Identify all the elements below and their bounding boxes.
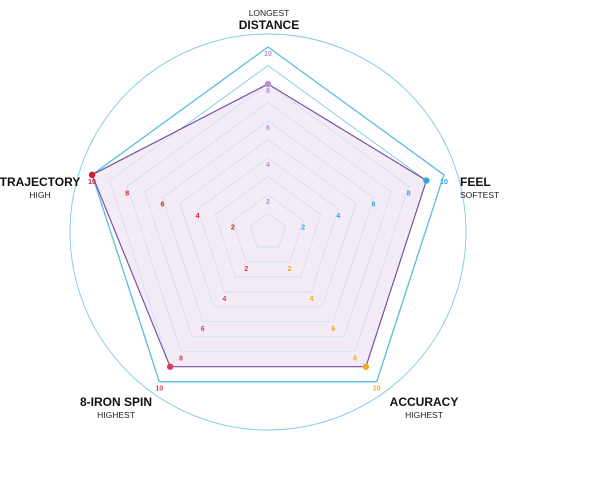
tick-label-feel-6: 6: [372, 202, 376, 209]
grid-ring-10: [91, 46, 445, 383]
tick-label-distance-6: 6: [266, 125, 270, 132]
outer-circle: [69, 33, 467, 431]
tick-label-distance-8: 8: [266, 88, 270, 95]
data-point-feel: [423, 177, 430, 184]
tick-label-feel-4: 4: [336, 213, 340, 220]
tick-label-feel-2: 2: [301, 225, 305, 232]
tick-label-spin-2: 2: [244, 266, 248, 273]
axis-qualifier-feel: SOFTEST: [460, 190, 499, 200]
data-point-distance: [264, 80, 272, 88]
tick-label-feel-10: 10: [440, 179, 448, 186]
tick-label-spin-8: 8: [179, 356, 183, 363]
tick-label-accuracy-6: 6: [331, 326, 335, 333]
radar-axis-labels: DISTANCELONGESTFEELSOFTESTACCURACYHIGHES…: [0, 8, 499, 420]
axis-qualifier-spin: HIGHEST: [97, 410, 135, 420]
tick-label-spin-4: 4: [223, 296, 227, 303]
series-area: [91, 83, 428, 368]
axis-qualifier-trajectory: HIGH: [29, 190, 50, 200]
tick-label-accuracy-8: 8: [353, 356, 357, 363]
axis-qualifier-distance: LONGEST: [249, 8, 290, 18]
axis-label-distance: DISTANCE: [239, 18, 299, 32]
axis-label-accuracy: ACCURACY: [390, 395, 459, 409]
tick-label-distance-2: 2: [266, 199, 270, 206]
axis-label-feel: FEEL: [460, 175, 491, 189]
axis-qualifier-accuracy: HIGHEST: [405, 410, 443, 420]
tick-label-trajectory-6: 6: [160, 202, 164, 209]
data-point-accuracy: [362, 363, 370, 370]
tick-label-spin-10: 10: [155, 386, 163, 393]
tick-label-accuracy-4: 4: [310, 296, 314, 303]
tick-label-distance-10: 10: [264, 51, 272, 58]
tick-label-trajectory-8: 8: [125, 190, 129, 197]
tick-label-trajectory-10: 10: [88, 179, 96, 186]
tick-label-feel-8: 8: [407, 190, 411, 197]
tick-label-trajectory-2: 2: [231, 225, 235, 232]
data-point-trajectory: [88, 171, 96, 179]
axis-label-spin: 8-IRON SPIN: [80, 395, 152, 409]
tick-label-trajectory-4: 4: [196, 213, 200, 220]
radar-tick-labels: 2 4 6 8 10 2 4 6 8 10 2 4 6 8 10 2 4 6 8 10 2 4 6 8 10: [88, 51, 448, 393]
tick-label-spin-6: 6: [201, 326, 205, 333]
radar-data: [88, 80, 430, 370]
tick-label-accuracy-10: 10: [373, 386, 381, 393]
tick-label-distance-4: 4: [266, 162, 270, 169]
data-point-spin: [166, 363, 174, 370]
tick-label-accuracy-2: 2: [288, 266, 292, 273]
axis-label-trajectory: TRAJECTORY: [0, 175, 80, 189]
